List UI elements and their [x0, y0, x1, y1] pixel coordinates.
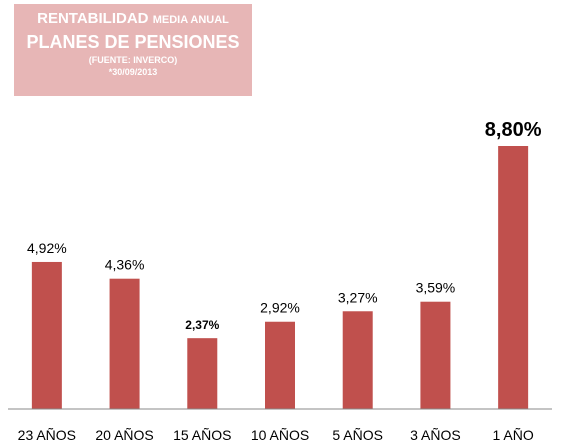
data-label-3: 2,92%: [260, 300, 300, 316]
category-label-5: 3 AÑOS: [410, 427, 461, 443]
chart-title-rest: MEDIA ANUAL: [152, 14, 229, 26]
data-label-1: 4,36%: [105, 257, 145, 273]
bar-2: [187, 338, 218, 409]
chart-title-line2: PLANES DE PENSIONES: [26, 32, 240, 52]
category-label-4: 5 AÑOS: [332, 427, 383, 443]
category-label-6: 1 AÑO: [493, 427, 534, 443]
data-label-5: 3,59%: [416, 280, 456, 296]
bar-4: [342, 311, 373, 409]
data-label-4: 3,27%: [338, 289, 378, 305]
chart-source: (FUENTE: INVERCO): [88, 55, 178, 65]
bar-3: [265, 321, 295, 409]
category-label-1: 20 AÑOS: [95, 427, 153, 443]
bar-5: [420, 301, 451, 409]
chart-title-box: RENTABILIDAD MEDIA ANUAL PLANES DE PENSI…: [14, 4, 252, 96]
category-label-0: 23 AÑOS: [18, 427, 76, 443]
data-label-6: 8,80%: [485, 119, 542, 141]
data-label-2: 2,37%: [185, 318, 219, 332]
chart-title-main: RENTABILIDAD: [37, 10, 149, 27]
category-label-2: 15 AÑOS: [173, 427, 231, 443]
bar-1: [109, 278, 140, 409]
bar-6: [498, 146, 529, 409]
category-label-3: 10 AÑOS: [251, 427, 309, 443]
bar-0: [31, 261, 62, 409]
chart-date: *30/09/2013: [108, 67, 158, 77]
data-label-0: 4,92%: [27, 240, 67, 256]
chart-title-line1: RENTABILIDAD MEDIA ANUAL: [14, 9, 252, 30]
